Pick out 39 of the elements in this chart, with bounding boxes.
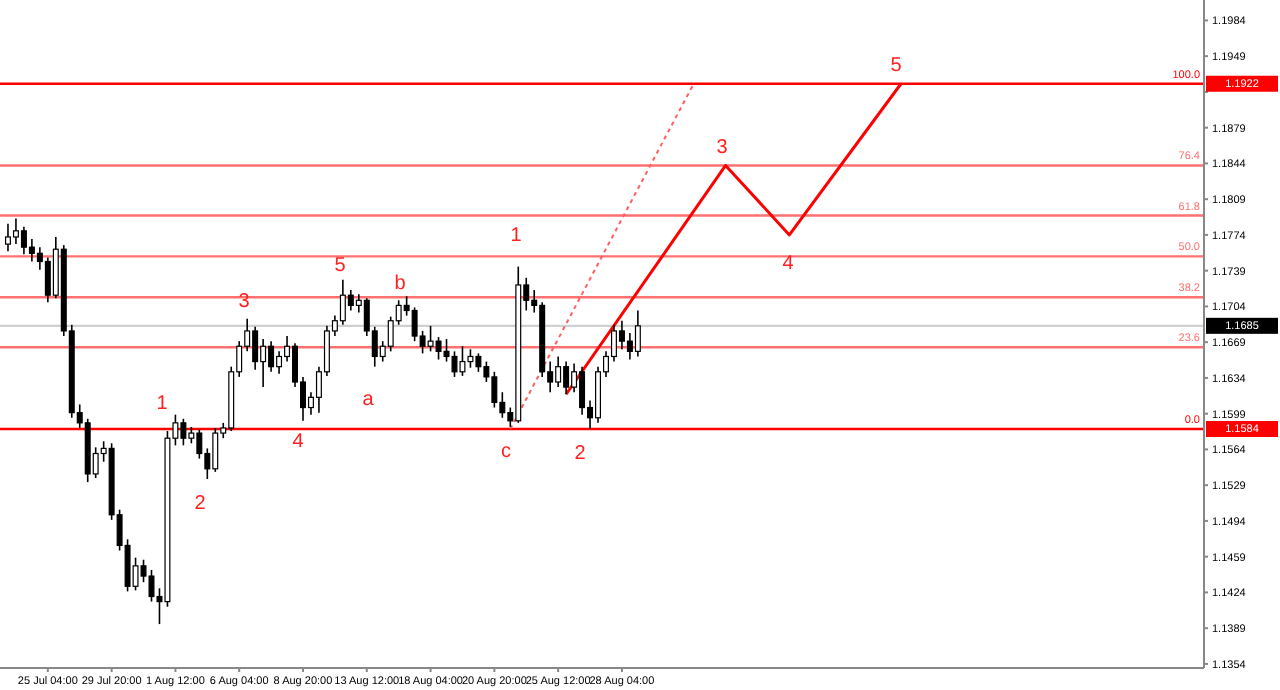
candlestick xyxy=(260,338,267,388)
candlestick xyxy=(20,225,27,256)
annotation: 4 xyxy=(292,431,305,454)
candlestick xyxy=(491,370,498,409)
annotation: 2 xyxy=(574,443,587,466)
candlestick xyxy=(180,417,187,447)
annotation: 3 xyxy=(238,291,251,314)
candlestick xyxy=(148,569,155,603)
candlestick xyxy=(634,309,641,358)
candlestick xyxy=(451,350,458,378)
annotation: a xyxy=(362,389,375,412)
annotation: c xyxy=(501,441,511,464)
candlestick xyxy=(276,350,283,375)
annotation: 5 xyxy=(890,55,903,78)
annotation: 4 xyxy=(782,253,795,276)
candlestick xyxy=(411,306,418,342)
annotation: 5 xyxy=(334,255,347,278)
annotation: 3 xyxy=(716,137,729,160)
candlestick xyxy=(563,360,570,396)
annotation: b xyxy=(394,273,407,296)
candlestick xyxy=(44,256,51,304)
candlestick xyxy=(467,348,474,369)
annotation: 1 xyxy=(510,225,523,248)
candlestick xyxy=(212,427,219,473)
candlestick xyxy=(12,217,19,245)
candlestick xyxy=(626,332,633,361)
candlestick xyxy=(268,340,275,373)
annotation: 2 xyxy=(194,493,207,516)
candlestick xyxy=(435,336,442,361)
candlestick xyxy=(427,325,434,353)
candlestick xyxy=(555,355,562,388)
candlestick xyxy=(252,326,259,371)
candlestick xyxy=(475,352,482,373)
candlestick xyxy=(339,279,346,326)
annotation: 1 xyxy=(156,393,169,416)
candlestick xyxy=(579,365,586,416)
candlestick xyxy=(618,319,625,351)
candlestick xyxy=(459,345,466,377)
candlestick xyxy=(28,238,35,263)
